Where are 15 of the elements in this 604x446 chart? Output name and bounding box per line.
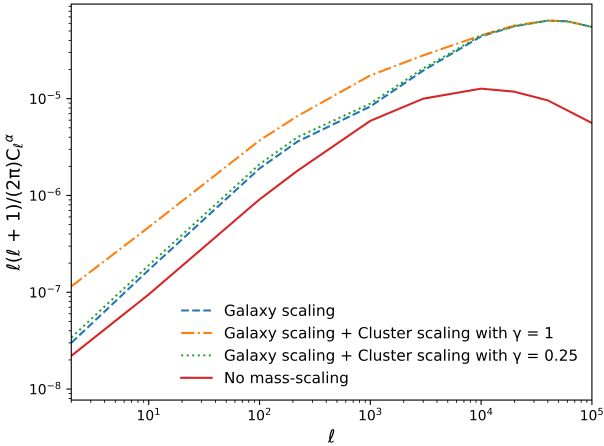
x-tick-label: 10$^{1}$ (138, 408, 160, 420)
y-tick-label: 10$^{−8}$ (30, 382, 60, 394)
x-axis-title: ℓ (328, 429, 334, 443)
legend-label: Galaxy scaling (224, 304, 334, 320)
legend-label: Galaxy scaling + Cluster scaling with γ = 1 (224, 326, 552, 342)
legend-label: No mass-scaling (225, 372, 348, 386)
y-tick-label: 10$^{−7}$ (30, 285, 60, 298)
x-tick-label: 10$^{3}$ (360, 408, 382, 420)
x-tick-label: 10$^{4}$ (470, 408, 492, 420)
y-tick-label: 10$^{−6}$ (30, 188, 60, 201)
y-tick-label: 10$^{−5}$ (30, 91, 60, 104)
x-tick-label: 10$^{5}$ (581, 408, 603, 420)
legend-label: Galaxy scaling + Cluster scaling with γ = 0.25 (224, 349, 577, 364)
x-tick-label: 10$^{2}$ (248, 408, 270, 420)
y-axis-title: ℓ(ℓ + 1)/(2π)C$_{ℓ}$$^{α}$ (6, 134, 23, 271)
